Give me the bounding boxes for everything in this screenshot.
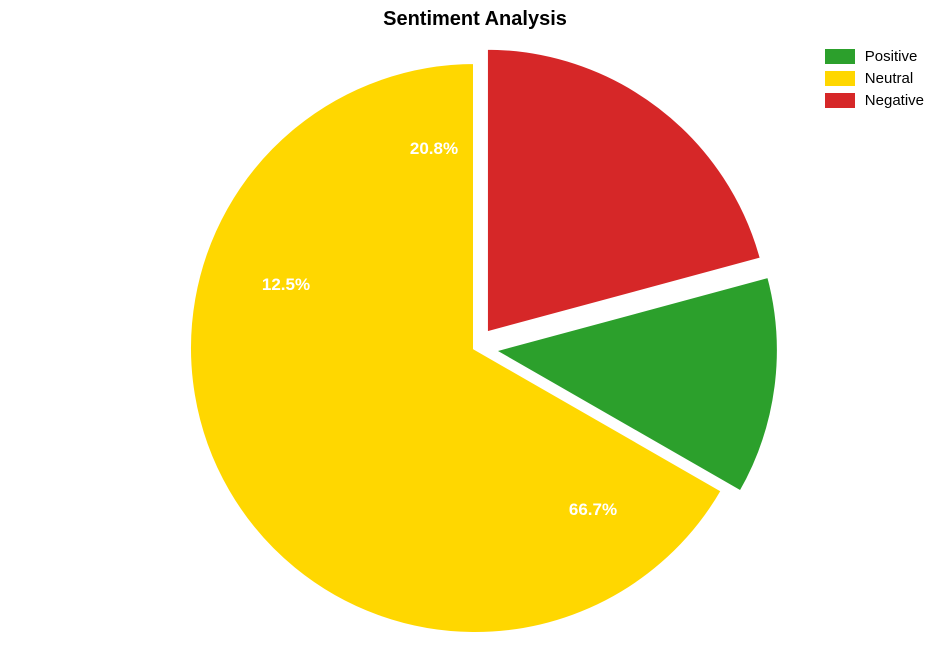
- slice-label-positive: 12.5%: [262, 275, 310, 295]
- slice-label-neutral: 66.7%: [569, 500, 617, 520]
- legend-swatch-neutral: [825, 71, 855, 86]
- legend-label-neutral: Neutral: [865, 70, 913, 87]
- pie-chart-container: Sentiment Analysis PositiveNeutralNegati…: [0, 0, 950, 662]
- legend-item-negative: Negative: [825, 92, 924, 109]
- legend-swatch-negative: [825, 93, 855, 108]
- legend-label-positive: Positive: [865, 48, 918, 65]
- legend-item-positive: Positive: [825, 48, 924, 65]
- pie-chart-svg: [0, 0, 950, 662]
- legend: Positive Neutral Negative: [825, 48, 924, 114]
- legend-swatch-positive: [825, 49, 855, 64]
- legend-label-negative: Negative: [865, 92, 924, 109]
- legend-item-neutral: Neutral: [825, 70, 924, 87]
- slice-label-negative: 20.8%: [410, 139, 458, 159]
